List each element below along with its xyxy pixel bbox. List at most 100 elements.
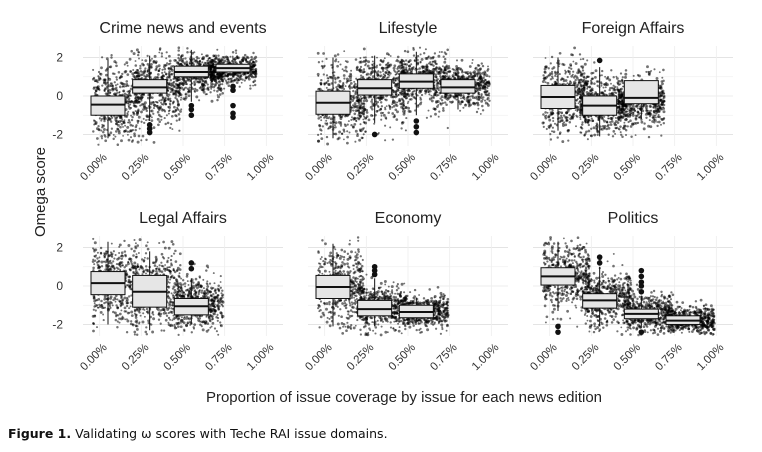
scatter-point (116, 83, 119, 86)
scatter-point (427, 90, 430, 93)
scatter-point (481, 87, 485, 90)
scatter-point (195, 95, 199, 99)
scatter-point (591, 119, 594, 123)
scatter-point (198, 99, 201, 102)
scatter-point (193, 90, 197, 93)
scatter-point (177, 90, 181, 94)
scatter-point (126, 90, 129, 93)
scatter-point (111, 72, 115, 75)
scatter-point (465, 71, 468, 74)
scatter-point (384, 71, 388, 74)
scatter-point (545, 75, 549, 79)
scatter-point (549, 138, 553, 141)
scatter-point (587, 123, 590, 127)
scatter-point (253, 83, 257, 87)
scatter-point (174, 109, 178, 112)
scatter-point (120, 139, 123, 143)
scatter-point (482, 96, 485, 99)
scatter-point (336, 53, 340, 56)
scatter-point (252, 84, 255, 87)
scatter-point (168, 54, 171, 58)
scatter-point (91, 77, 95, 81)
scatter-point (434, 62, 437, 65)
scatter-point (473, 74, 477, 77)
scatter-point (123, 119, 126, 122)
scatter-point (150, 119, 154, 122)
scatter-point (209, 91, 212, 94)
scatter-point (145, 138, 148, 142)
scatter-point (316, 51, 320, 55)
scatter-point (359, 123, 362, 126)
scatter-point (566, 129, 570, 132)
scatter-point (174, 93, 178, 97)
scatter-point (132, 52, 136, 56)
scatter-point (152, 101, 155, 104)
scatter-point (575, 99, 578, 102)
scatter-point (340, 132, 344, 136)
scatter-point (251, 58, 254, 61)
outlier-point (188, 112, 195, 119)
scatter-point (614, 132, 617, 135)
scatter-point (438, 66, 441, 69)
scatter-point (343, 123, 346, 126)
scatter-point (103, 78, 107, 82)
scatter-point (333, 124, 337, 127)
scatter-point (112, 133, 115, 136)
outlier-point (230, 114, 236, 120)
scatter-point (325, 82, 328, 85)
scatter-point (238, 85, 241, 88)
scatter-point (180, 57, 183, 60)
scatter-point (570, 75, 574, 78)
scatter-point (131, 72, 135, 76)
scatter-point (352, 109, 355, 112)
scatter-point (233, 60, 237, 63)
scatter-point (115, 122, 118, 126)
scatter-point (100, 129, 103, 132)
scatter-point (328, 83, 331, 86)
scatter-point (110, 56, 113, 59)
scatter-point (400, 60, 403, 64)
scatter-point (434, 75, 437, 79)
scatter-point (243, 79, 246, 82)
scatter-point (168, 93, 171, 96)
scatter-point (101, 84, 104, 87)
scatter-point (368, 67, 372, 70)
scatter-point (393, 114, 396, 116)
scatter-point (362, 133, 365, 136)
scatter-point (419, 89, 422, 92)
scatter-point (339, 121, 342, 124)
scatter-point (101, 56, 104, 59)
scatter-point (136, 140, 140, 144)
scatter-point (223, 77, 226, 80)
scatter-point (345, 81, 348, 84)
scatter-point (338, 85, 342, 88)
scatter-point (592, 71, 595, 75)
scatter-point (410, 92, 414, 96)
scatter-point (202, 83, 205, 86)
scatter-point (127, 121, 129, 124)
scatter-point (342, 74, 346, 77)
scatter-point (576, 71, 580, 75)
scatter-point (487, 65, 489, 68)
scatter-point (316, 72, 320, 76)
scatter-point (542, 125, 545, 128)
scatter-point (102, 124, 105, 128)
scatter-point (427, 69, 431, 72)
scatter-point (387, 53, 391, 56)
scatter-point (147, 118, 150, 121)
scatter-point (223, 87, 226, 90)
scatter-point (585, 90, 589, 94)
scatter-point (163, 71, 166, 74)
scatter-point (240, 81, 243, 84)
scatter-point (126, 73, 130, 76)
scatter-point (416, 54, 420, 58)
scatter-point (231, 55, 234, 58)
scatter-point (141, 70, 145, 74)
scatter-point (158, 120, 161, 123)
scatter-point (443, 60, 447, 64)
scatter-point (121, 120, 125, 123)
scatter-point (350, 124, 353, 127)
scatter-point (616, 77, 619, 80)
scatter-point (479, 67, 482, 71)
scatter-point (590, 82, 593, 85)
